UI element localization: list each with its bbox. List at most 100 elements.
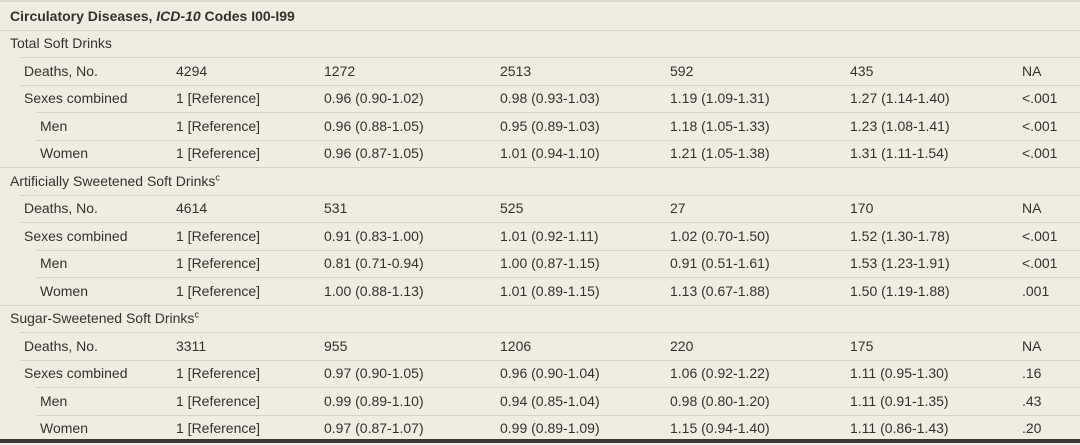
- cell-value: 3311: [176, 337, 207, 354]
- cell-value: 0.99 (0.89-1.09): [500, 420, 600, 437]
- cell-value: <.001: [1022, 90, 1058, 107]
- cell-value: 0.96 (0.87-1.05): [324, 145, 424, 162]
- cell-value: 1.11 (0.91-1.35): [850, 392, 949, 409]
- footnote-marker: c: [215, 172, 220, 183]
- table-row: Men 1 [Reference] 0.99 (0.89-1.10) 0.94 (0.…: [0, 387, 1080, 415]
- cell-value: 0.81 (0.71-0.94): [324, 255, 424, 272]
- row-label: Women: [40, 420, 88, 437]
- cell-value: NA: [1022, 62, 1042, 79]
- section-header-text: Total Soft Drinks: [10, 35, 112, 52]
- section-header: Sugar-Sweetened Soft Drinksc: [0, 310, 199, 326]
- cell-value: 0.97 (0.90-1.05): [324, 365, 424, 382]
- cell-value: 1.50 (1.19-1.88): [850, 282, 950, 299]
- section-header: Artificially Sweetened Soft Drinksc: [0, 173, 220, 189]
- cell-value: 1.18 (1.05-1.33): [670, 117, 770, 134]
- cell-value: 531: [324, 200, 348, 217]
- cell-value: 1272: [324, 62, 356, 79]
- table-row: Deaths, No. 3311 955 1206 220 175 NA: [0, 332, 1080, 360]
- cell-value: 1.27 (1.14-1.40): [850, 90, 950, 107]
- table-title: Circulatory Diseases, ICD-10 Codes I00-I…: [0, 8, 295, 24]
- cell-value: 0.96 (0.88-1.05): [324, 117, 424, 134]
- cell-value: 1.06 (0.92-1.22): [670, 365, 770, 382]
- cell-value: 1.11 (0.86-1.43): [850, 420, 949, 437]
- cell-value: 435: [850, 62, 874, 79]
- cell-value: 1.00 (0.88-1.13): [324, 282, 424, 299]
- cell-value: .43: [1022, 392, 1042, 409]
- cell-value: 1 [Reference]: [176, 117, 261, 134]
- section-header-text: Artificially Sweetened Soft Drinks: [10, 172, 216, 189]
- cell-value: 0.96 (0.90-1.04): [500, 365, 600, 382]
- cell-value: 1.23 (1.08-1.41): [850, 117, 950, 134]
- row-label: Men: [40, 117, 68, 134]
- row-label: Deaths, No.: [24, 200, 98, 217]
- cell-value: 1.31 (1.11-1.54): [850, 145, 949, 162]
- row-label: Sexes combined: [24, 227, 128, 244]
- table-row: Sexes combined 1 [Reference] 0.96 (0.90-1.…: [0, 84, 1080, 113]
- cell-value: 1 [Reference]: [176, 255, 261, 272]
- cell-value: 27: [670, 200, 686, 217]
- row-label: Sexes combined: [24, 365, 128, 382]
- cell-value: NA: [1022, 337, 1042, 354]
- section-header-row: Sugar-Sweetened Soft Drinksc: [0, 304, 1080, 333]
- cell-value: 1.52 (1.30-1.78): [850, 227, 950, 244]
- cell-value: 1.01 (0.92-1.11): [500, 227, 599, 244]
- table-row: Men 1 [Reference] 0.81 (0.71-0.94) 1.00 (0.…: [0, 249, 1080, 278]
- row-label: Women: [40, 145, 88, 162]
- cell-value: 0.98 (0.80-1.20): [670, 392, 770, 409]
- table-title-text-after: Codes I00-I99: [200, 7, 295, 24]
- cell-value: 4614: [176, 200, 208, 217]
- cell-value: <.001: [1022, 117, 1058, 134]
- cell-value: 0.91 (0.51-1.61): [670, 255, 770, 272]
- cell-value: 1.21 (1.05-1.38): [670, 145, 770, 162]
- cell-value: 1206: [500, 337, 532, 354]
- table-row: Men 1 [Reference] 0.96 (0.88-1.05) 0.95 (0.…: [0, 112, 1080, 140]
- cell-value: 220: [670, 337, 694, 354]
- section-header-text: Sugar-Sweetened Soft Drinks: [10, 310, 195, 327]
- section-header-row: Artificially Sweetened Soft Drinksc: [0, 167, 1080, 195]
- footnote-marker: c: [194, 309, 199, 320]
- row-label: Deaths, No.: [24, 337, 98, 354]
- section-header-row: Total Soft Drinks: [0, 29, 1080, 58]
- cell-value: 170: [850, 200, 874, 217]
- table-row: Deaths, No. 4294 1272 2513 592 435 NA: [0, 57, 1080, 85]
- cell-value: 0.96 (0.90-1.02): [324, 90, 424, 107]
- cell-value: NA: [1022, 200, 1042, 217]
- row-label: Deaths, No.: [24, 62, 98, 79]
- cell-value: 0.99 (0.89-1.10): [324, 392, 424, 409]
- cell-value: 1.11 (0.95-1.30): [850, 365, 949, 382]
- cell-value: 1.02 (0.70-1.50): [670, 227, 770, 244]
- cell-value: 1 [Reference]: [176, 392, 261, 409]
- cell-value: 1.01 (0.94-1.10): [500, 145, 600, 162]
- table-row: Women 1 [Reference] 0.96 (0.87-1.05) 1.01 (…: [0, 139, 1080, 168]
- cell-value: 955: [324, 337, 348, 354]
- cell-value: 1.15 (0.94-1.40): [670, 420, 770, 437]
- cell-value: 1 [Reference]: [176, 90, 261, 107]
- cell-value: 1 [Reference]: [176, 365, 261, 382]
- cell-value: 592: [670, 62, 694, 79]
- table-row: Women 1 [Reference] 0.97 (0.87-1.07) 0.99 (…: [0, 414, 1080, 443]
- cell-value: 1.19 (1.09-1.31): [670, 90, 770, 107]
- table-row: Women 1 [Reference] 1.00 (0.88-1.13) 1.01 (…: [0, 277, 1080, 305]
- row-label: Men: [40, 392, 68, 409]
- cell-value: 2513: [500, 62, 532, 79]
- table-row: Deaths, No. 4614 531 525 27 170 NA: [0, 194, 1080, 223]
- cell-value: 0.95 (0.89-1.03): [500, 117, 600, 134]
- cell-value: 1 [Reference]: [176, 227, 261, 244]
- cell-value: 0.97 (0.87-1.07): [324, 420, 424, 437]
- cell-value: .20: [1022, 420, 1042, 437]
- cell-value: 4294: [176, 62, 208, 79]
- table-bottom-rule: [0, 439, 1080, 443]
- cell-value: <.001: [1022, 255, 1058, 272]
- table-body: Total Soft Drinks Deaths, No. 4294 1272 2513…: [0, 29, 1080, 443]
- cell-value: 1.00 (0.87-1.15): [500, 255, 600, 272]
- cell-value: 0.94 (0.85-1.04): [500, 392, 600, 409]
- cell-value: 1.53 (1.23-1.91): [850, 255, 950, 272]
- cell-value: 525: [500, 200, 524, 217]
- section-header: Total Soft Drinks: [0, 35, 112, 51]
- cell-value: 1.13 (0.67-1.88): [670, 282, 770, 299]
- table-title-italic-text: ICD-10: [156, 7, 201, 24]
- cell-value: 1 [Reference]: [176, 420, 261, 437]
- table-row: Sexes combined 1 [Reference] 0.97 (0.90-1.…: [0, 359, 1080, 388]
- row-label: Women: [40, 282, 88, 299]
